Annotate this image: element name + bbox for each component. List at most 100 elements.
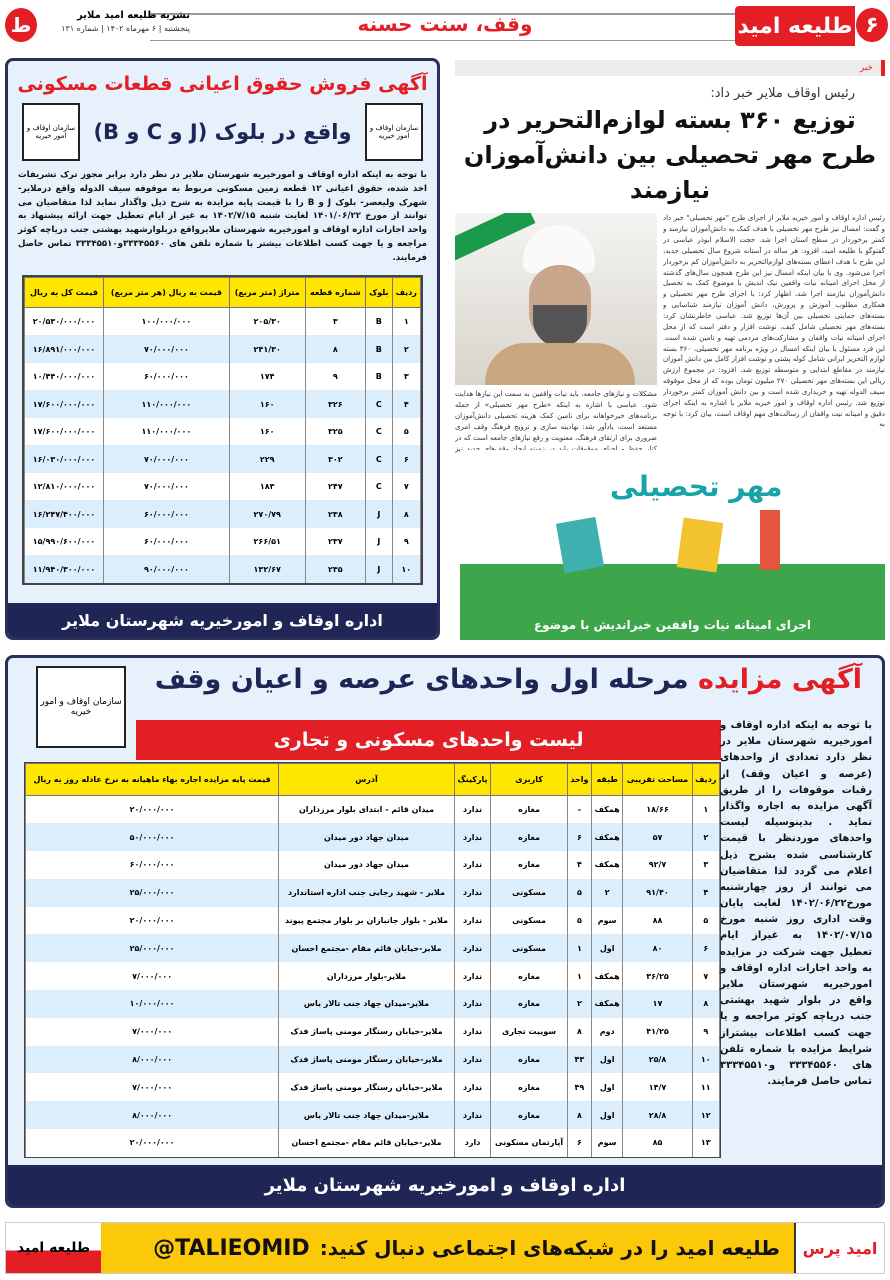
table-cell: ملایر-خیابان رستگار مومنی پاساژ فدک xyxy=(278,1017,455,1046)
table-cell: ۱۶/۰۳۰/۰۰۰/۰۰۰ xyxy=(23,445,105,473)
table-cell: ندارد xyxy=(453,823,492,852)
table-cell: سوم xyxy=(590,1129,624,1157)
table-cell: ملایر-میدان جهاد جنب تالار یاس xyxy=(278,990,455,1018)
table-cell: ۲۶۶/۵۱ xyxy=(228,527,306,556)
ad2-table-wrap: ردیف مساحت تقریبی طبقه واحد کاربری پارکینگ آدر… xyxy=(24,762,721,1158)
table-row: ۱۰ J ۲۳۵ ۱۳۲/۶۷ ۹۰/۰۰۰/۰۰۰ ۱۱/۹۴۰/۳۰۰/۰۰۰ xyxy=(23,555,422,583)
table-cell: ۱۶/۲۴۷/۴۰۰/۰۰۰ xyxy=(23,500,105,528)
table-cell: ملایر-خیابان قائم مقام -مجتمع احسان xyxy=(278,934,455,963)
table-cell: اول xyxy=(590,1045,624,1074)
table-cell: ۲ xyxy=(691,823,721,852)
social-banner: امید پرس طلیعه امید را در شبکه‌های اجتما… xyxy=(5,1222,885,1274)
table-cell: ۹ xyxy=(691,1017,721,1046)
column-header: ردیف xyxy=(691,763,721,796)
table-cell: ۱۸/۶۶ xyxy=(622,795,693,824)
table-row: ۱۱ ۱۴/۷ اول ۴۹ مغازه ندارد ملایر-خیابان رستگار… xyxy=(24,1073,721,1102)
newspaper-logo: طلیعه امید xyxy=(735,6,855,46)
table-cell: مغازه xyxy=(490,795,568,824)
table-cell: ۱ xyxy=(566,934,592,963)
table-cell: همکف xyxy=(590,962,624,991)
table-cell: ۲ xyxy=(590,878,624,907)
table-cell: ۲۴۱/۳۰ xyxy=(228,335,306,363)
table-cell: ۵ xyxy=(566,878,592,907)
table-cell: ۲۰/۰۰۰/۰۰۰ xyxy=(24,1129,280,1157)
table-cell: میدان قائم - ابتدای بلوار مرزداران xyxy=(278,795,455,824)
table-cell: ۷/۰۰۰/۰۰۰ xyxy=(24,1017,280,1046)
table-cell: ۲۵/۸ xyxy=(622,1045,693,1074)
table-row: ۲ ۵۷ همکف ۶ مغازه ندارد میدان جهاد دور میدان ۵۰… xyxy=(24,823,721,852)
table-cell: همکف xyxy=(590,990,624,1018)
table-cell: ۱۴/۷ xyxy=(622,1073,693,1102)
table-cell: J xyxy=(365,500,393,528)
table-cell: ۹۰/۰۰۰/۰۰۰ xyxy=(103,555,230,583)
table-cell: ۱۳ xyxy=(691,1129,721,1157)
table-cell: دارد xyxy=(453,1129,492,1157)
table-cell: ۷ xyxy=(391,472,422,501)
table-row: ۶ C ۳۰۲ ۲۲۹ ۷۰/۰۰۰/۰۰۰ ۱۶/۰۳۰/۰۰۰/۰۰۰ xyxy=(23,445,422,473)
table-cell: ۲۰/۰۰۰/۰۰۰ xyxy=(24,795,280,824)
table-cell: ۲۳۷ xyxy=(304,527,367,556)
table-cell: ۵۷ xyxy=(622,823,693,852)
table-cell: ندارد xyxy=(453,1017,492,1046)
table-cell: ۹ xyxy=(304,362,367,391)
table-cell: ۷۰/۰۰۰/۰۰۰ xyxy=(103,335,230,363)
article-tag: خبر xyxy=(455,60,885,76)
table-cell: ۱۵/۹۹۰/۶۰۰/۰۰۰ xyxy=(23,527,105,556)
table-cell: مغازه xyxy=(490,962,568,991)
table-cell: ۶۰/۰۰۰/۰۰۰ xyxy=(24,851,280,879)
table-cell: ۲۲۹ xyxy=(228,445,306,473)
table-cell: ۸۰ xyxy=(622,934,693,963)
header-rule xyxy=(150,40,740,41)
table-cell: ۱۰/۰۰۰/۰۰۰ xyxy=(24,990,280,1018)
column-header: متراژ (متر مربع) xyxy=(228,277,306,309)
table-cell: ۳۲۵ xyxy=(304,417,367,446)
table-row: ۶ ۸۰ اول ۱ مسکونی ندارد ملایر-خیابان قائم مقام… xyxy=(24,934,721,963)
table-cell: ۴ xyxy=(566,851,592,879)
table-cell: ۷۰/۰۰۰/۰۰۰ xyxy=(103,445,230,473)
section-title: وقف، سنت حسنه xyxy=(357,12,533,36)
table-cell: دوم xyxy=(590,1017,624,1046)
table-cell: ۹ xyxy=(391,527,422,556)
table-cell: ۲۸/۸ xyxy=(622,1101,693,1130)
table-cell: ۱۱۰/۰۰۰/۰۰۰ xyxy=(103,417,230,446)
table-cell: ۶ xyxy=(566,1129,592,1157)
table-cell: ۱۰ xyxy=(691,1045,721,1074)
table-cell: ۶۰/۰۰۰/۰۰۰ xyxy=(103,527,230,556)
issue-line: پنجشنبه | ۶ مهرماه ۱۴۰۲ | شماره ۱۳۱ xyxy=(61,24,190,33)
table-cell: اول xyxy=(590,1073,624,1102)
table-cell: ۱۲/۸۱۰/۰۰۰/۰۰۰ xyxy=(23,472,105,501)
ad2-title: آگهی مزایده مرحله اول واحدهای عرصه و اعی… xyxy=(155,664,862,695)
social-handle[interactable]: @TALIEOMID xyxy=(153,1235,310,1261)
table-cell: ۴۱/۲۵ xyxy=(622,1017,693,1046)
table-cell: ۲۰/۵۳۰/۰۰۰/۰۰۰ xyxy=(23,307,105,336)
endowment-emblem: سازمان اوقاف و امور خیریه xyxy=(36,666,126,748)
table-cell: آپارتمان مسکونی xyxy=(490,1129,568,1157)
table-cell: ۳۰۲ xyxy=(304,445,367,473)
table-cell: ۲ xyxy=(566,990,592,1018)
table-cell: ندارد xyxy=(453,934,492,963)
table-row: ۱۲ ۲۸/۸ اول ۸ مغازه ندارد ملایر-میدان جهاد جنب… xyxy=(24,1101,721,1130)
table-cell: ۱۰۰/۰۰۰/۰۰۰ xyxy=(103,307,230,336)
page-number: ۶ xyxy=(856,8,888,42)
table-cell: مسکونی xyxy=(490,878,568,907)
table-cell: ملایر-خیابان رستگار مومنی پاساژ فدک xyxy=(278,1073,455,1102)
ad1-footer: اداره اوقاف و امورخیریه شهرستان ملایر xyxy=(8,603,437,637)
table-cell: ۱۶۰ xyxy=(228,390,306,418)
table-cell: C xyxy=(365,417,393,446)
table-cell: ۴ xyxy=(391,390,422,418)
table-cell: میدان جهاد دور میدان xyxy=(278,823,455,852)
table-cell: ۲۰/۰۰۰/۰۰۰ xyxy=(24,906,280,935)
table-cell: همکف xyxy=(590,851,624,879)
publication-name: نشریه طلیعه امید ملایر xyxy=(77,10,190,21)
news-article: خبر رئیس اوقاف ملایر خبر داد: توزیع ۳۶۰ … xyxy=(455,60,885,640)
table-cell: همکف xyxy=(590,795,624,824)
table-cell: ۳ xyxy=(691,851,721,879)
table-cell: ۸ xyxy=(391,500,422,528)
table-cell: ندارد xyxy=(453,878,492,907)
table-row: ۸ J ۲۳۸ ۲۷۰/۷۹ ۶۰/۰۰۰/۰۰۰ ۱۶/۲۴۷/۴۰۰/۰۰۰ xyxy=(23,500,422,528)
table-cell: ۱۱ xyxy=(691,1073,721,1102)
column-header: قیمت کل به ریال xyxy=(23,277,105,309)
column-header: پارکینگ xyxy=(453,763,492,796)
ad1-table-wrap: ردیف بلوک شماره قطعه متراژ (متر مربع) قیمت ب… xyxy=(22,275,423,585)
ad1-title: آگهی فروش حقوق اعیانی قطعات مسکونی xyxy=(17,73,428,95)
